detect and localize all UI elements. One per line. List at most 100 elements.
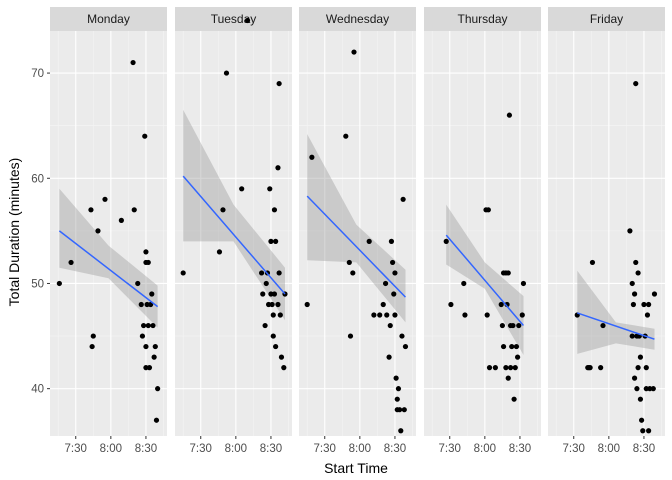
data-point (512, 365, 518, 371)
data-point (513, 343, 520, 350)
panel-background (424, 31, 541, 436)
data-point (271, 207, 278, 213)
data-point (118, 217, 124, 223)
data-point (637, 396, 644, 402)
facet-strip (548, 7, 665, 31)
y-tick-label: 40 (31, 384, 44, 396)
data-point (641, 301, 647, 308)
data-point (646, 428, 652, 434)
data-point (520, 280, 527, 287)
data-point (399, 333, 405, 339)
data-point (462, 312, 468, 318)
data-point (633, 80, 639, 87)
trend-line (182, 175, 286, 295)
x-tick-label: 8:30 (384, 443, 406, 455)
data-point (631, 375, 638, 381)
data-point (141, 322, 147, 329)
data-point (131, 207, 137, 213)
data-point (139, 333, 146, 339)
facet-strip (299, 7, 416, 31)
data-point (637, 354, 644, 360)
x-tick-label: 8:00 (474, 443, 496, 455)
data-point (88, 207, 94, 213)
data-point (646, 301, 652, 308)
x-tick-label: 8:00 (349, 443, 371, 455)
data-point (635, 270, 641, 276)
data-point (634, 386, 640, 392)
data-point (130, 59, 136, 66)
facet-strip-label: Wednesday (326, 12, 389, 26)
x-tick-label: 7:30 (314, 443, 336, 455)
data-point (148, 301, 154, 308)
data-point (102, 196, 108, 202)
data-point (350, 270, 356, 276)
facet-strip-label: Tuesday (211, 12, 257, 26)
facet-thursday: Thursday 7:30 8:00 8:30 (424, 7, 541, 455)
data-point (505, 375, 511, 381)
data-point (643, 365, 649, 371)
x-tick-label: 8:30 (135, 443, 157, 455)
x-tick-label: 8:30 (260, 443, 282, 455)
data-point (448, 301, 454, 308)
data-point (145, 259, 151, 266)
data-point (627, 228, 633, 234)
data-point (461, 280, 467, 287)
data-point (153, 417, 160, 423)
data-point (150, 322, 156, 329)
y-axis: 40 50 60 70 (31, 68, 50, 396)
data-point (388, 238, 395, 244)
data-point (146, 365, 153, 371)
data-point (223, 70, 230, 76)
facet-strip (50, 7, 167, 31)
data-point (143, 249, 149, 255)
data-point (380, 301, 386, 308)
facet-friday: Friday 7:30 8:00 8:30 (548, 7, 665, 455)
data-point (629, 280, 635, 287)
facet-wednesday: Wednesday 7:30 8:00 8:30 (299, 7, 416, 455)
data-point (269, 301, 275, 308)
data-point (258, 270, 265, 276)
data-point (138, 301, 144, 308)
data-point (351, 49, 357, 55)
data-point (90, 333, 96, 339)
data-point (400, 196, 406, 202)
data-point (505, 270, 511, 276)
data-point (394, 396, 400, 402)
data-point (639, 417, 645, 423)
data-point (397, 407, 403, 413)
data-point (484, 312, 490, 318)
trend-line (58, 230, 159, 308)
data-point (635, 365, 641, 371)
data-point (392, 270, 398, 276)
data-point (498, 301, 504, 308)
x-tick-label: 7:30 (65, 443, 87, 455)
data-point (275, 301, 281, 308)
data-point (152, 343, 158, 350)
panel-background (548, 31, 665, 436)
data-point (506, 112, 513, 118)
data-point (346, 259, 352, 266)
data-point (244, 17, 251, 24)
data-point (387, 322, 393, 329)
data-point (443, 238, 449, 244)
confidence-ribbon (183, 109, 285, 321)
x-tick-label: 8:00 (100, 443, 122, 455)
data-point (260, 291, 266, 297)
x-tick-label: 8:00 (225, 443, 247, 455)
data-point (485, 207, 491, 213)
data-point (500, 343, 507, 350)
x-tick-label: 8:30 (509, 443, 531, 455)
data-point (384, 312, 390, 318)
data-point (631, 291, 638, 297)
trend-line (445, 234, 525, 327)
data-point (347, 333, 354, 339)
data-point (273, 238, 279, 244)
data-point (492, 365, 498, 371)
data-point (239, 186, 245, 192)
data-point (633, 259, 639, 266)
data-point (503, 365, 509, 371)
confidence-ribbon (59, 188, 158, 328)
facet-strip (424, 7, 541, 31)
data-point (180, 270, 186, 276)
